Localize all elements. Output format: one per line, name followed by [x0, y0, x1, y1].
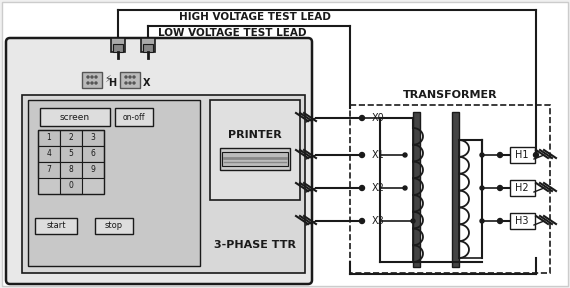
- Circle shape: [498, 219, 503, 223]
- FancyBboxPatch shape: [6, 38, 312, 284]
- Circle shape: [87, 76, 89, 78]
- Text: H2: H2: [515, 183, 529, 193]
- Circle shape: [360, 219, 364, 223]
- Text: X3: X3: [372, 216, 385, 226]
- Bar: [413, 112, 420, 267]
- Text: PRINTER: PRINTER: [228, 130, 282, 140]
- Circle shape: [129, 82, 131, 84]
- Text: on-off: on-off: [123, 113, 145, 122]
- Circle shape: [534, 153, 539, 158]
- Text: 9: 9: [91, 166, 95, 175]
- Circle shape: [403, 186, 407, 190]
- Circle shape: [95, 76, 97, 78]
- Text: TRANSFORMER: TRANSFORMER: [402, 90, 497, 100]
- Text: 7: 7: [47, 166, 51, 175]
- Text: 3-PHASE TTR: 3-PHASE TTR: [214, 240, 296, 250]
- Bar: [82, 130, 104, 146]
- Circle shape: [480, 219, 484, 223]
- Bar: [60, 162, 82, 178]
- Circle shape: [133, 82, 135, 84]
- Circle shape: [91, 82, 93, 84]
- Bar: [82, 146, 104, 162]
- Text: 2: 2: [68, 134, 74, 143]
- Bar: [350, 105, 550, 273]
- Text: 8: 8: [68, 166, 74, 175]
- Bar: [60, 146, 82, 162]
- Bar: [40, 108, 110, 126]
- Text: X0: X0: [372, 113, 385, 123]
- Bar: [452, 112, 459, 267]
- Circle shape: [498, 185, 503, 190]
- Bar: [115, 108, 153, 126]
- Bar: [60, 178, 82, 194]
- Bar: [38, 130, 104, 194]
- Bar: [510, 213, 535, 229]
- Text: HIGH VOLTAGE TEST LEAD: HIGH VOLTAGE TEST LEAD: [179, 12, 331, 22]
- Circle shape: [498, 153, 503, 158]
- Text: 1: 1: [47, 134, 51, 143]
- Bar: [60, 130, 82, 146]
- Text: screen: screen: [60, 113, 90, 122]
- Text: H1: H1: [515, 150, 529, 160]
- Text: LOW VOLTAGE TEST LEAD: LOW VOLTAGE TEST LEAD: [158, 28, 306, 38]
- Text: 3: 3: [91, 134, 95, 143]
- Circle shape: [360, 185, 364, 190]
- Bar: [35, 218, 77, 234]
- Text: H: H: [108, 78, 116, 88]
- Circle shape: [133, 76, 135, 78]
- Text: H3: H3: [515, 216, 529, 226]
- Text: X1: X1: [372, 150, 385, 160]
- Circle shape: [91, 76, 93, 78]
- Text: 5: 5: [68, 149, 74, 158]
- Circle shape: [480, 153, 484, 157]
- Bar: [111, 38, 125, 52]
- Bar: [82, 162, 104, 178]
- Bar: [82, 72, 102, 88]
- Bar: [510, 147, 535, 163]
- Text: 4: 4: [47, 149, 51, 158]
- Circle shape: [403, 153, 407, 157]
- Bar: [28, 100, 200, 266]
- Bar: [95, 218, 133, 234]
- Bar: [22, 95, 305, 273]
- Text: X2: X2: [372, 183, 385, 193]
- Text: X: X: [143, 78, 150, 88]
- Circle shape: [129, 76, 131, 78]
- Circle shape: [125, 76, 127, 78]
- Text: stop: stop: [105, 221, 123, 230]
- Bar: [38, 162, 60, 178]
- Circle shape: [125, 82, 127, 84]
- Circle shape: [411, 219, 415, 223]
- Text: 0: 0: [68, 181, 74, 190]
- Bar: [113, 44, 123, 52]
- Bar: [120, 72, 140, 88]
- Text: 6: 6: [91, 149, 95, 158]
- Bar: [38, 130, 60, 146]
- Circle shape: [360, 153, 364, 158]
- Bar: [510, 180, 535, 196]
- Bar: [210, 100, 300, 200]
- Circle shape: [87, 82, 89, 84]
- Circle shape: [480, 186, 484, 190]
- Circle shape: [360, 115, 364, 120]
- Circle shape: [95, 82, 97, 84]
- Bar: [38, 146, 60, 162]
- Text: start: start: [46, 221, 66, 230]
- Bar: [143, 44, 153, 52]
- Text: ⚡: ⚡: [104, 74, 111, 84]
- Bar: [220, 148, 290, 170]
- Bar: [141, 38, 155, 52]
- Bar: [222, 152, 288, 166]
